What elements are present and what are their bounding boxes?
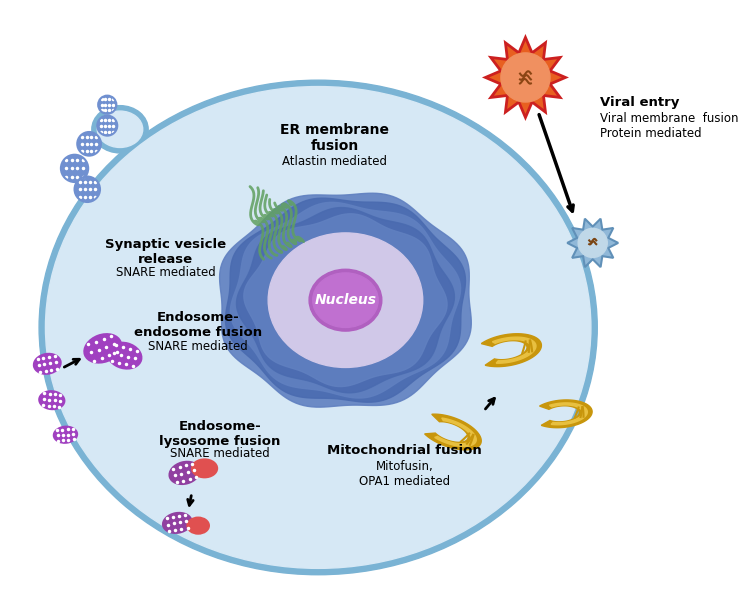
Ellipse shape xyxy=(92,106,148,153)
Polygon shape xyxy=(482,334,542,367)
Text: Synaptic vesicle
release: Synaptic vesicle release xyxy=(105,239,226,266)
Ellipse shape xyxy=(39,80,597,575)
Circle shape xyxy=(501,53,550,102)
Ellipse shape xyxy=(97,115,118,136)
Text: Atlastin mediated: Atlastin mediated xyxy=(282,155,387,168)
Text: ER membrane
fusion: ER membrane fusion xyxy=(280,123,389,153)
Text: SNARE mediated: SNARE mediated xyxy=(170,448,270,460)
Ellipse shape xyxy=(52,426,78,444)
Polygon shape xyxy=(231,202,461,398)
Ellipse shape xyxy=(61,155,88,182)
Polygon shape xyxy=(425,414,481,450)
Text: Nucleus: Nucleus xyxy=(315,293,377,307)
Ellipse shape xyxy=(97,111,143,147)
Ellipse shape xyxy=(187,516,210,535)
Ellipse shape xyxy=(38,390,65,410)
Text: Endosome-
endosome fusion: Endosome- endosome fusion xyxy=(134,311,262,339)
Polygon shape xyxy=(434,418,476,446)
Polygon shape xyxy=(567,219,618,267)
Text: Mitochondrial fusion: Mitochondrial fusion xyxy=(327,444,482,457)
Polygon shape xyxy=(492,337,536,363)
Text: Mitofusin,
OPA1 mediated: Mitofusin, OPA1 mediated xyxy=(359,460,450,488)
Ellipse shape xyxy=(77,132,101,156)
Ellipse shape xyxy=(46,86,591,568)
Ellipse shape xyxy=(162,512,192,534)
Ellipse shape xyxy=(313,273,378,327)
Text: SNARE mediated: SNARE mediated xyxy=(115,266,215,278)
Ellipse shape xyxy=(169,461,201,485)
Ellipse shape xyxy=(33,353,61,375)
Ellipse shape xyxy=(98,95,116,114)
Ellipse shape xyxy=(75,176,100,202)
Polygon shape xyxy=(550,403,587,425)
Text: SNARE mediated: SNARE mediated xyxy=(148,340,248,353)
Polygon shape xyxy=(219,193,471,407)
Ellipse shape xyxy=(83,333,122,364)
Ellipse shape xyxy=(309,269,382,331)
Polygon shape xyxy=(237,208,455,393)
Text: Viral entry: Viral entry xyxy=(600,95,679,109)
Text: Endosome-
lysosome fusion: Endosome- lysosome fusion xyxy=(160,420,281,448)
Polygon shape xyxy=(244,214,447,387)
Circle shape xyxy=(578,228,607,257)
Polygon shape xyxy=(225,198,465,402)
Ellipse shape xyxy=(268,233,422,367)
Text: Viral membrane  fusion
Protein mediated: Viral membrane fusion Protein mediated xyxy=(600,112,739,140)
Polygon shape xyxy=(485,37,565,117)
Ellipse shape xyxy=(106,342,142,370)
Ellipse shape xyxy=(191,458,218,478)
Polygon shape xyxy=(539,400,592,428)
